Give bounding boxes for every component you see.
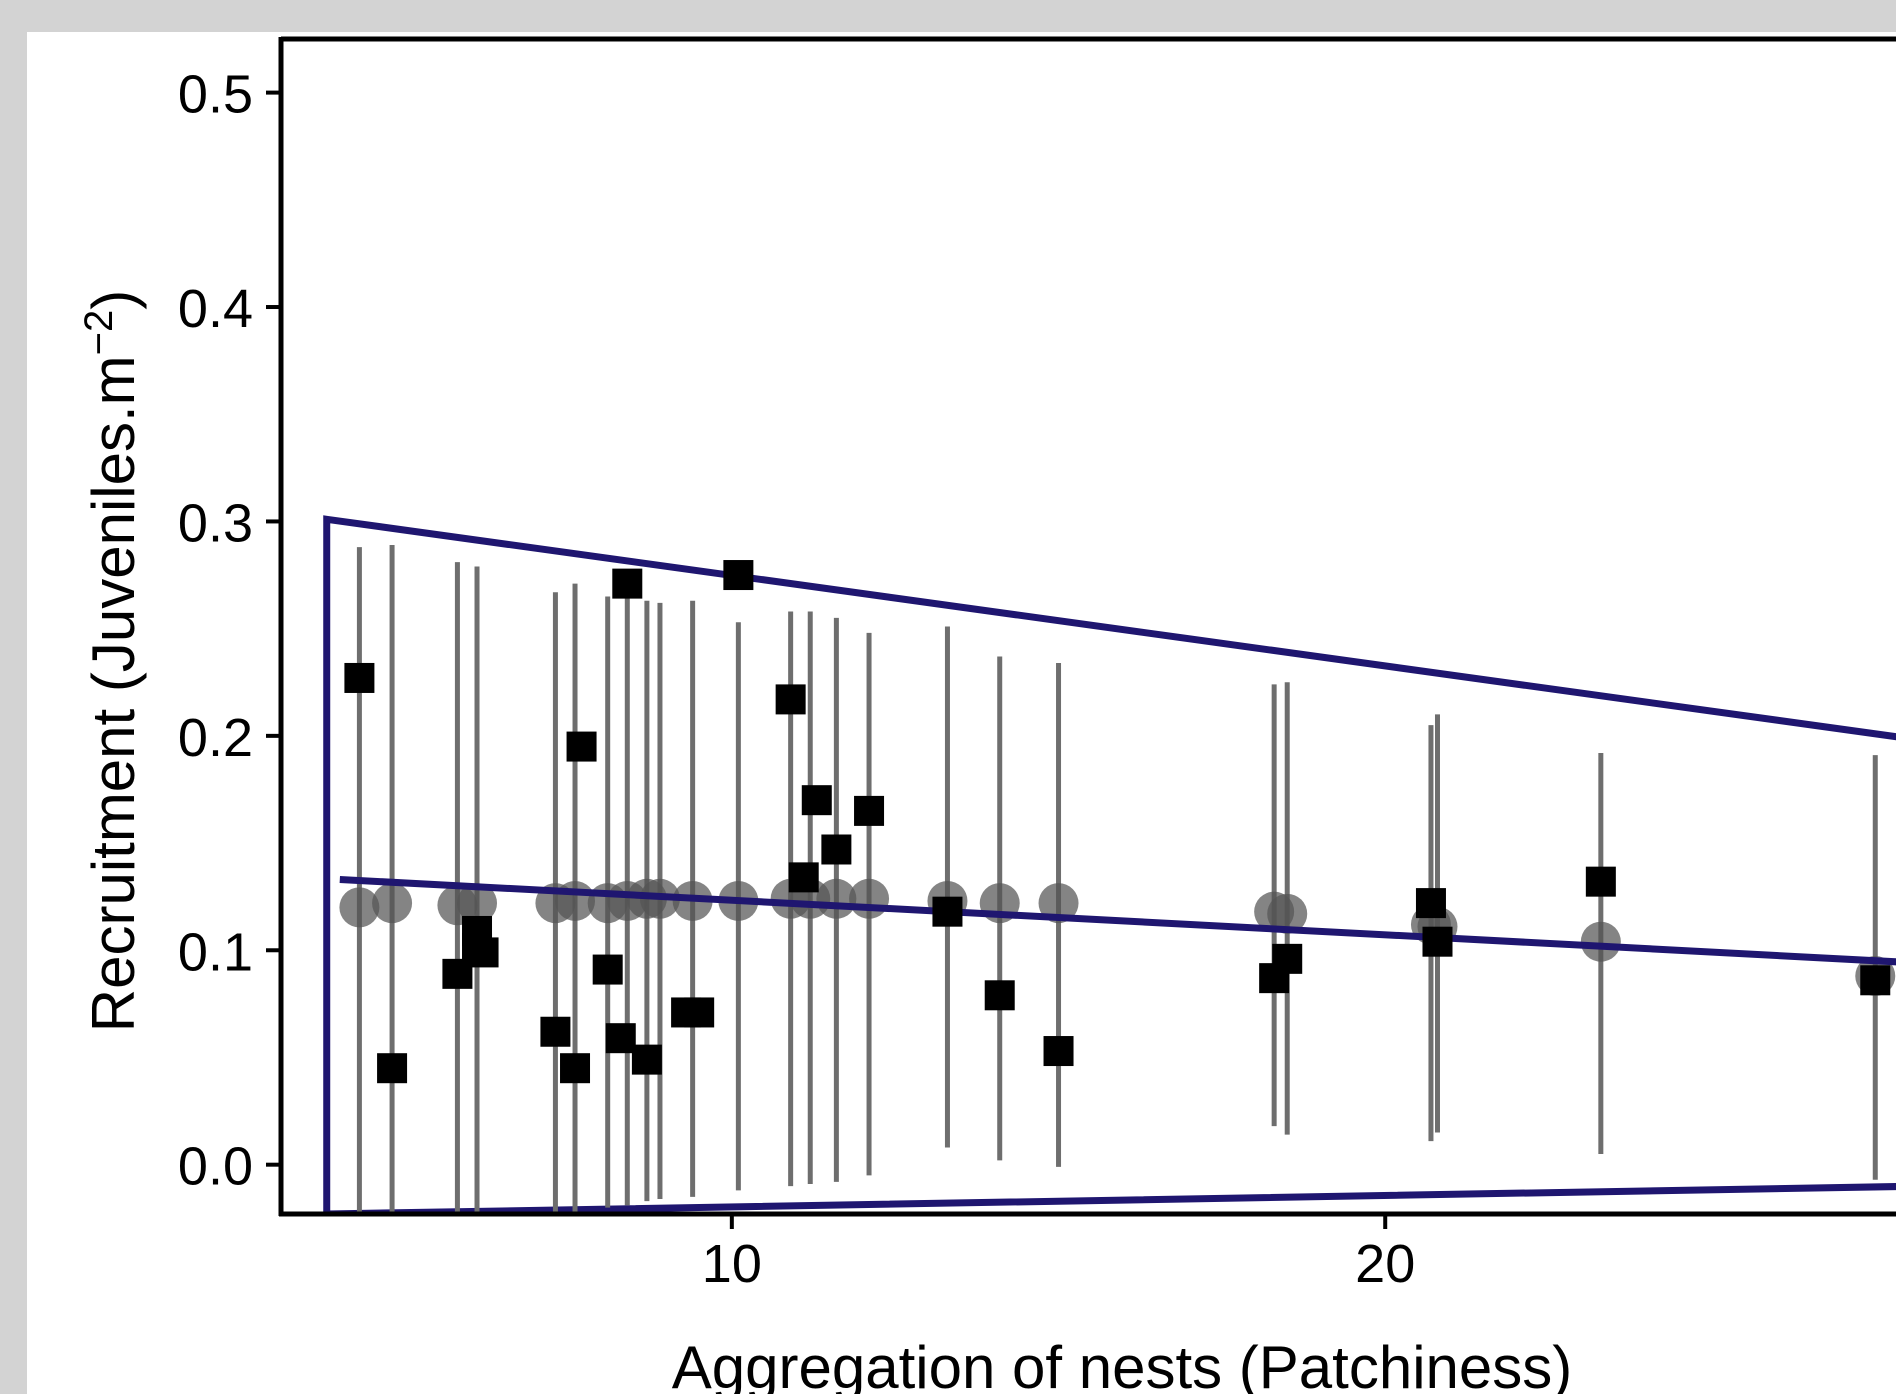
observed-point	[442, 958, 473, 989]
observed-point	[775, 684, 806, 715]
y-tick-label: 0.4	[178, 279, 253, 339]
observed-point	[1043, 1036, 1074, 1067]
x-axis-label: Aggregation of nests (Patchiness)	[672, 1334, 1573, 1394]
observed-point	[377, 1053, 408, 1084]
observed-point	[605, 1023, 636, 1054]
observed-point	[1585, 866, 1616, 897]
y-tick-label: 0.1	[178, 922, 253, 982]
y-axis-label: Recruitment (Juveniles.m−2)	[77, 290, 147, 1032]
observed-point	[592, 954, 623, 985]
observed-point	[1422, 926, 1453, 957]
y-axis-label-main: Recruitment (Juveniles.m	[80, 355, 147, 1032]
y-tick-label: 0.5	[178, 65, 253, 125]
y-tick-label: 0.3	[178, 493, 253, 553]
observed-point	[1272, 943, 1303, 974]
observed-point	[468, 937, 499, 968]
y-tick-label: 0.0	[178, 1137, 253, 1197]
x-tick-label: 10	[702, 1234, 762, 1294]
observed-point	[932, 896, 963, 927]
predicted-point	[1267, 893, 1308, 934]
observed-point	[821, 834, 852, 865]
predicted-point	[1038, 883, 1079, 924]
predicted-point	[372, 883, 413, 924]
y-tick-label: 0.2	[178, 708, 253, 768]
observed-point	[540, 1016, 571, 1047]
predicted-point	[849, 878, 890, 919]
x-tick-label: 20	[1355, 1234, 1415, 1294]
observed-point	[723, 560, 754, 591]
predicted-point	[339, 887, 380, 928]
confidence-band	[323, 515, 1896, 1214]
observed-point	[684, 997, 715, 1028]
observed-point	[1415, 888, 1446, 919]
observed-point	[560, 1053, 591, 1084]
y-axis-label-superscript: −2	[77, 310, 121, 356]
observed-point	[854, 795, 885, 826]
chart: 0.0 0.1 0.2 0.3 0.4 0.5 10 20 Aggregation of ne…	[77, 36, 1896, 1394]
observed-point	[788, 862, 819, 893]
observed-point	[612, 568, 643, 599]
observed-point	[631, 1044, 662, 1075]
y-axis-label-close: )	[80, 290, 147, 310]
observed-point	[566, 731, 597, 762]
observed-point	[344, 662, 375, 693]
fit-line	[339, 876, 1896, 966]
observed-point	[1860, 965, 1891, 996]
observed-point	[984, 980, 1015, 1011]
predicted-point	[457, 883, 498, 924]
observed-point	[801, 785, 832, 816]
predicted-point	[1580, 921, 1621, 962]
figure-panel: 0.0 0.1 0.2 0.3 0.4 0.5 10 20 Aggregation of ne…	[27, 32, 1896, 1394]
